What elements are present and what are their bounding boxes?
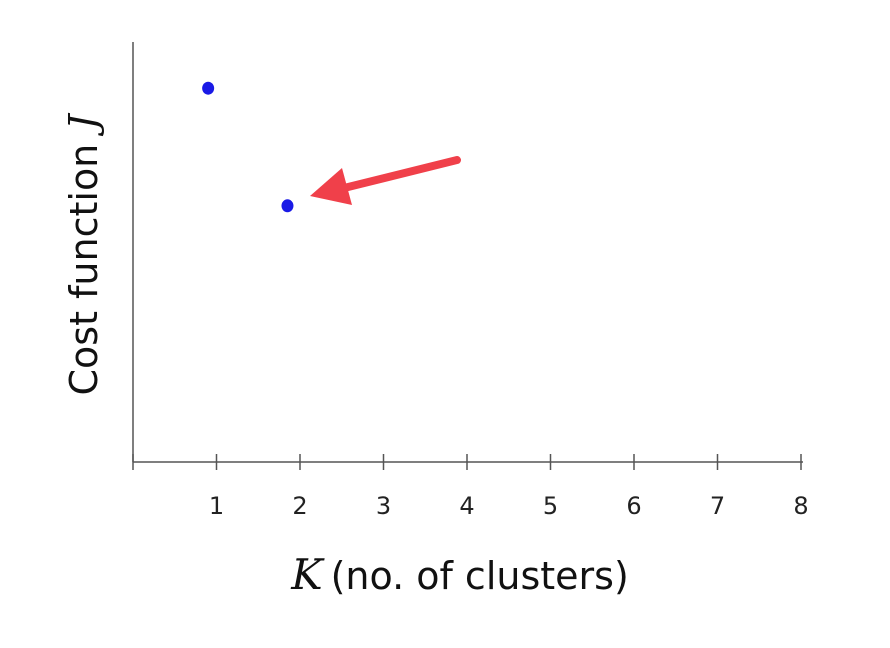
- arrow-head: [310, 168, 352, 205]
- y-axis-label: Cost function J: [61, 113, 106, 396]
- data-point: [202, 81, 215, 95]
- y-axis-label-text: Cost function: [62, 144, 106, 396]
- x-axis-label: K (no. of clusters): [290, 550, 629, 599]
- x-tick-label: 3: [376, 492, 391, 520]
- x-tick-label: 2: [292, 492, 307, 520]
- x-axis-label-text: (no. of clusters): [331, 554, 629, 598]
- annotation-arrow: [310, 156, 461, 205]
- x-tick-label: 5: [543, 492, 558, 520]
- data-point: [281, 199, 294, 213]
- x-tick-label: 8: [793, 492, 808, 520]
- x-tick-label: 4: [459, 492, 474, 520]
- x-tick-label: 7: [710, 492, 725, 520]
- x-axis-symbol: K: [290, 550, 325, 599]
- x-tick-label: 1: [209, 492, 224, 520]
- arrow-shaft: [336, 156, 461, 193]
- y-axis-symbol: J: [61, 113, 105, 137]
- x-tick-label: 6: [626, 492, 641, 520]
